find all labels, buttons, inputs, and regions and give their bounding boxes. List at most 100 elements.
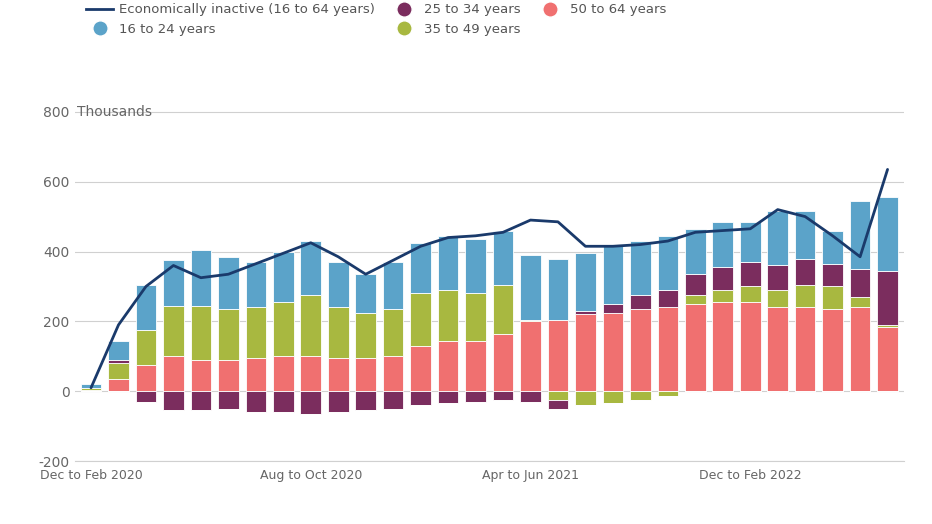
Bar (603, 313, 624, 391)
Bar (355, 274, 376, 313)
Bar (300, 295, 321, 356)
Bar (136, 285, 157, 330)
Bar (685, 274, 706, 295)
Bar (245, 308, 267, 358)
Bar (383, 262, 404, 309)
Bar (163, 391, 184, 410)
Bar (108, 360, 129, 363)
Bar (740, 222, 761, 262)
Bar (520, 391, 541, 402)
Bar (767, 308, 788, 391)
Bar (410, 293, 431, 346)
Bar (438, 290, 459, 341)
Bar (603, 391, 624, 403)
Bar (191, 360, 212, 391)
Bar (163, 305, 184, 356)
Bar (191, 250, 212, 305)
Bar (603, 246, 624, 304)
Bar (850, 297, 870, 308)
Bar (712, 302, 733, 391)
Bar (245, 358, 267, 391)
Bar (795, 258, 816, 285)
Bar (685, 229, 706, 274)
Bar (245, 262, 267, 308)
Text: Thousands: Thousands (77, 105, 152, 119)
Bar (493, 285, 514, 334)
Bar (355, 313, 376, 358)
Legend: Economically inactive (16 to 64 years), 16 to 24 years, 25 to 34 years, 35 to 49: Economically inactive (16 to 64 years), … (81, 0, 671, 41)
Bar (273, 356, 294, 391)
Bar (740, 262, 761, 287)
Bar (81, 384, 102, 388)
Bar (191, 391, 212, 410)
Bar (575, 253, 596, 311)
Bar (712, 222, 733, 267)
Bar (712, 290, 733, 302)
Bar (630, 391, 651, 400)
Bar (520, 321, 541, 391)
Bar (822, 309, 843, 391)
Bar (850, 308, 870, 391)
Bar (81, 390, 102, 391)
Bar (822, 264, 843, 287)
Bar (877, 326, 898, 391)
Bar (163, 356, 184, 391)
Bar (548, 391, 569, 400)
Bar (328, 358, 349, 391)
Bar (273, 302, 294, 356)
Bar (300, 391, 321, 414)
Bar (877, 198, 898, 271)
Bar (218, 391, 239, 409)
Bar (438, 341, 459, 391)
Bar (465, 239, 486, 293)
Bar (81, 388, 102, 390)
Bar (822, 231, 843, 264)
Bar (163, 260, 184, 305)
Bar (767, 290, 788, 308)
Bar (300, 356, 321, 391)
Bar (822, 287, 843, 309)
Bar (465, 293, 486, 341)
Bar (658, 391, 678, 397)
Bar (548, 400, 569, 409)
Bar (520, 255, 541, 320)
Bar (712, 267, 733, 290)
Bar (493, 391, 514, 400)
Bar (328, 391, 349, 412)
Bar (658, 308, 678, 391)
Bar (465, 391, 486, 402)
Bar (328, 262, 349, 308)
Bar (877, 271, 898, 325)
Bar (465, 341, 486, 391)
Bar (438, 391, 459, 403)
Bar (218, 309, 239, 360)
Bar (630, 309, 651, 391)
Bar (850, 201, 870, 269)
Bar (795, 308, 816, 391)
Bar (575, 311, 596, 314)
Bar (438, 236, 459, 290)
Bar (136, 365, 157, 391)
Bar (658, 290, 678, 308)
Bar (108, 341, 129, 360)
Bar (191, 305, 212, 360)
Bar (383, 309, 404, 356)
Bar (355, 358, 376, 391)
Bar (630, 295, 651, 309)
Bar (383, 391, 404, 409)
Bar (493, 334, 514, 391)
Bar (575, 391, 596, 405)
Bar (108, 363, 129, 379)
Bar (685, 304, 706, 391)
Bar (658, 236, 678, 290)
Bar (300, 241, 321, 295)
Bar (630, 241, 651, 295)
Bar (520, 320, 541, 321)
Bar (740, 302, 761, 391)
Bar (108, 379, 129, 391)
Bar (795, 285, 816, 308)
Bar (328, 308, 349, 358)
Bar (493, 231, 514, 285)
Bar (245, 391, 267, 412)
Bar (767, 266, 788, 290)
